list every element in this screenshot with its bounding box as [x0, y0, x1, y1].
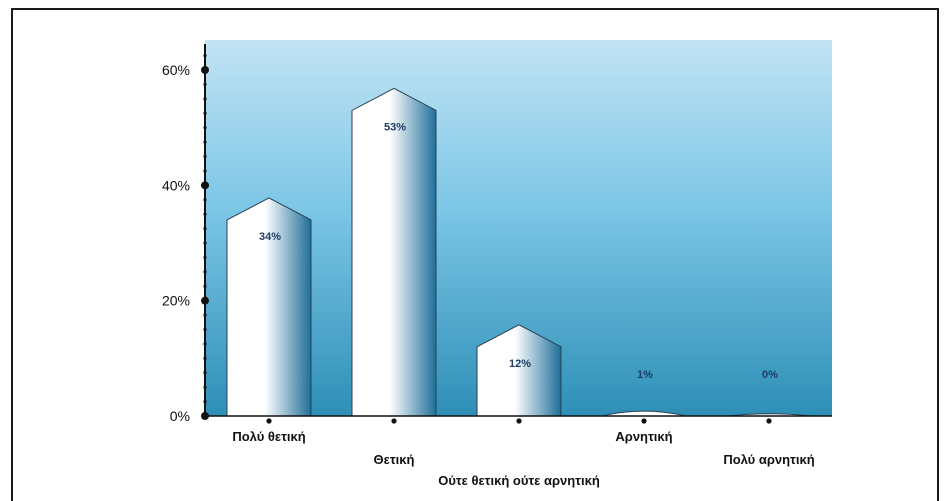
x-tick: [391, 418, 397, 424]
y-minor-tick: [203, 327, 207, 332]
bar-value-label: 1%: [637, 369, 653, 381]
x-tick: [266, 418, 272, 424]
x-tick-label: Ούτε θετική ούτε αρνητική: [438, 473, 600, 488]
y-minor-tick: [203, 385, 207, 389]
y-minor-tick: [203, 284, 207, 288]
y-tick-label: 40%: [162, 177, 190, 193]
x-tick-label: Πολύ θετική: [232, 429, 305, 444]
y-minor-tick: [203, 53, 207, 58]
y-minor-tick: [203, 342, 207, 346]
bar-value-label: 53%: [384, 121, 406, 133]
y-minor-tick: [203, 226, 207, 231]
y-minor-tick: [203, 313, 207, 317]
y-minor-tick: [203, 399, 207, 404]
x-tick-label: Πολύ αρνητική: [723, 452, 814, 467]
x-tick: [516, 418, 522, 424]
y-tick-label: 60%: [162, 62, 190, 78]
x-tick: [641, 418, 647, 424]
y-major-tick: [201, 181, 209, 190]
bar-value-label: 0%: [762, 369, 778, 381]
y-major-tick: [201, 412, 209, 420]
y-tick-label: 0%: [170, 408, 190, 424]
x-tick: [766, 418, 772, 424]
y-minor-tick: [203, 371, 207, 375]
y-minor-tick: [203, 126, 207, 130]
y-minor-tick: [203, 140, 207, 144]
y-major-tick: [201, 66, 209, 74]
y-minor-tick: [203, 241, 207, 245]
bar-value-label: 12%: [509, 358, 531, 370]
y-minor-tick: [203, 270, 207, 274]
y-minor-tick: [203, 255, 207, 260]
y-minor-tick: [203, 212, 207, 216]
y-minor-tick: [203, 169, 207, 173]
y-minor-tick: [203, 82, 207, 87]
x-tick-label: Αρνητική: [615, 429, 672, 444]
chart-frame: [11, 8, 939, 501]
y-major-tick: [201, 296, 209, 305]
y-minor-tick: [203, 356, 207, 360]
y-minor-tick: [203, 154, 207, 159]
x-tick-label: Θετική: [374, 452, 415, 467]
y-minor-tick: [203, 97, 207, 101]
y-tick-label: 20%: [162, 293, 190, 309]
y-minor-tick: [203, 198, 207, 202]
bar: [351, 87, 437, 417]
bar-value-label: 34%: [259, 231, 281, 243]
y-minor-tick: [203, 111, 207, 115]
bar: [601, 410, 687, 417]
